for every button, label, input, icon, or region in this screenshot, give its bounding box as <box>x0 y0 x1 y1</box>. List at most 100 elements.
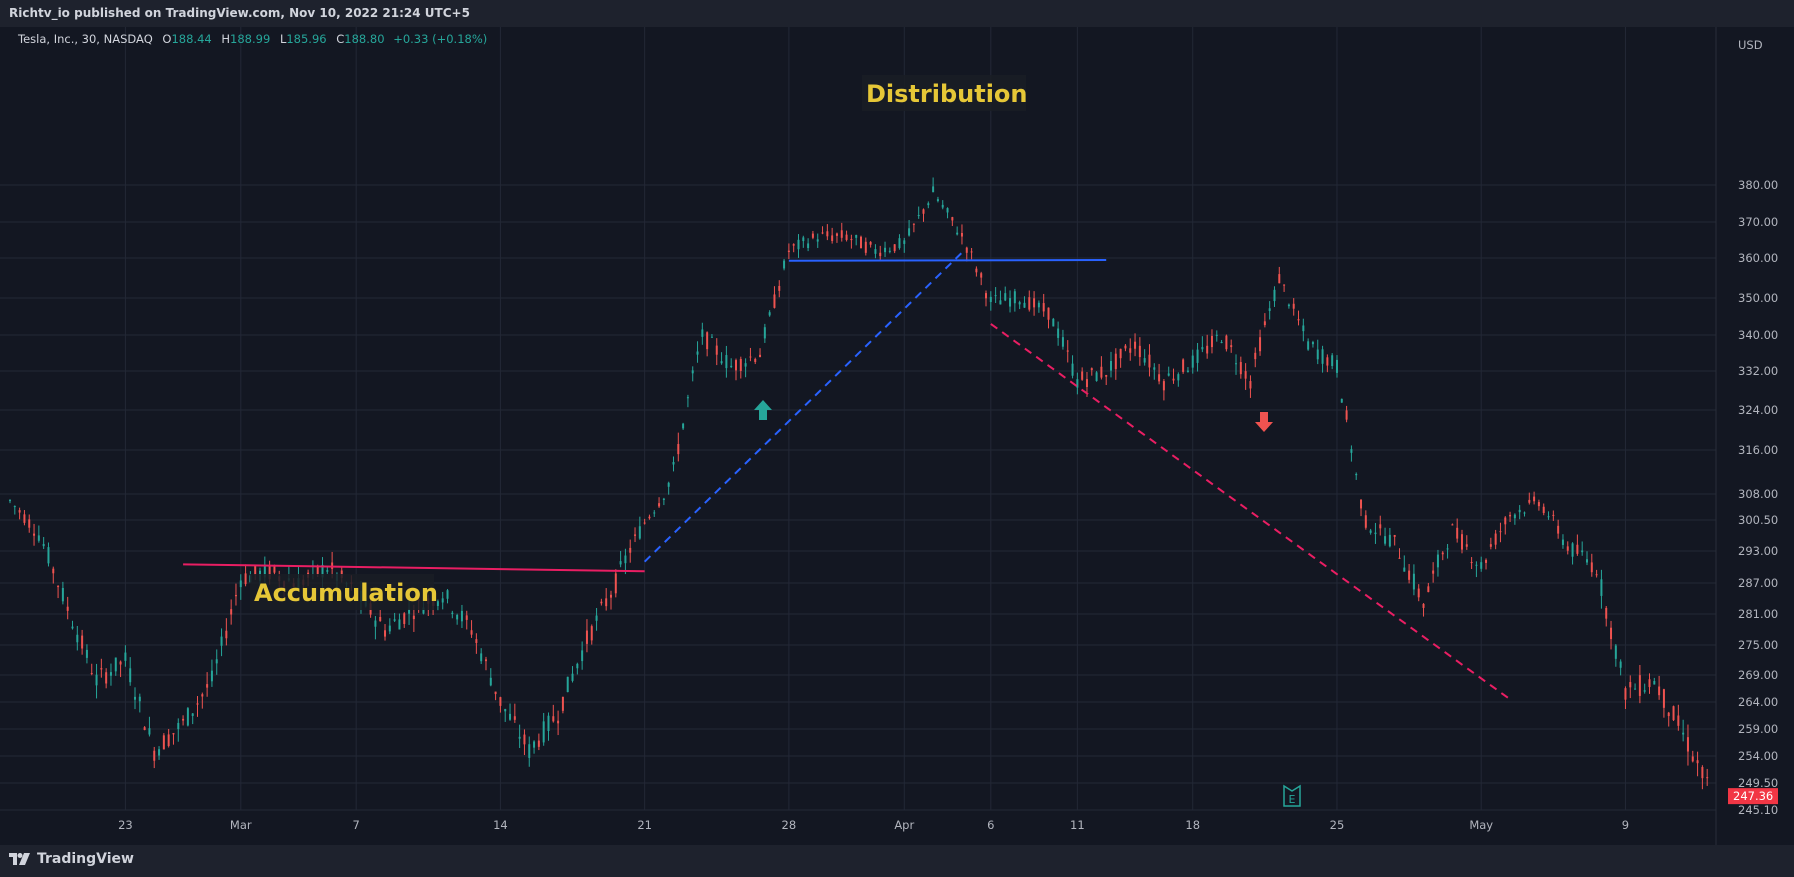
candle-up <box>1335 355 1338 378</box>
candle-down <box>869 241 872 248</box>
y-tick-label: 316.00 <box>1738 443 1778 457</box>
candle-down <box>1278 266 1281 284</box>
candle-down <box>1254 347 1257 368</box>
candle-up <box>393 612 396 623</box>
close-key: C <box>336 32 345 46</box>
candle-down <box>1470 557 1473 570</box>
tradingview-brand[interactable]: TradingView <box>9 851 134 867</box>
candle-down <box>1576 534 1579 556</box>
x-tick-label: 14 <box>493 818 508 832</box>
candle-down <box>677 432 680 462</box>
candle-down <box>1230 339 1233 353</box>
candle-up <box>1518 505 1521 520</box>
candle-down <box>1292 298 1295 316</box>
drawing-layer[interactable] <box>183 251 1511 701</box>
y-tick-label: 340.00 <box>1738 328 1778 342</box>
x-tick-label: Apr <box>894 818 914 832</box>
distribution-label[interactable]: Distribution <box>862 75 1028 111</box>
candle-up <box>595 608 598 631</box>
candle-up <box>672 456 675 472</box>
candle-up <box>441 591 444 610</box>
candle-up <box>134 687 137 710</box>
earnings-marker-icon[interactable]: E <box>1283 784 1301 807</box>
candle-down <box>384 624 387 641</box>
candle-down <box>90 663 93 676</box>
candle-up <box>85 644 88 664</box>
candle-down <box>1590 553 1593 577</box>
candle-up <box>638 516 641 540</box>
accumulation-label[interactable]: Accumulation <box>250 574 438 610</box>
candle-down <box>167 728 170 748</box>
candle-up <box>1196 342 1199 372</box>
candle-down <box>537 733 540 751</box>
candle-up <box>95 663 98 699</box>
candle-up <box>509 703 512 721</box>
candle-down <box>754 357 757 365</box>
candle-down <box>629 539 632 563</box>
candle-down <box>845 230 848 242</box>
candle-up <box>1614 644 1617 667</box>
candle-down <box>1345 405 1348 423</box>
candle-up <box>1475 561 1478 578</box>
annotation-layer[interactable]: Accumulation Distribution E <box>250 75 1301 807</box>
low-value: 185.96 <box>286 32 327 46</box>
candle-down <box>523 729 526 756</box>
candle-down <box>225 618 228 646</box>
candle-down <box>105 668 108 689</box>
candle-up <box>1110 351 1113 378</box>
candle-down <box>975 266 978 277</box>
candle-down <box>821 226 824 235</box>
candle-up <box>1186 367 1189 373</box>
candle-down <box>162 733 165 750</box>
candle-down <box>1129 338 1132 361</box>
y-tick-label: 245.10 <box>1738 803 1778 817</box>
candle-down <box>1225 334 1228 352</box>
candle-down <box>1326 354 1329 373</box>
candle-up <box>1634 683 1637 690</box>
candle-up <box>1057 321 1060 346</box>
candle-up <box>1340 398 1343 403</box>
candle-up <box>667 481 670 495</box>
x-tick-label: 18 <box>1185 818 1200 832</box>
candle-up <box>109 663 112 686</box>
candle-down <box>1393 534 1396 546</box>
x-tick-label: 28 <box>782 818 797 832</box>
rise-trendline[interactable] <box>643 251 963 563</box>
candle-up <box>1331 353 1334 370</box>
price-chart[interactable]: Accumulation Distribution E USD 380.00 370.0… <box>0 27 1794 845</box>
candle-up <box>1235 354 1238 375</box>
candle-up <box>71 620 74 630</box>
candle-up <box>653 510 656 517</box>
candle-up <box>533 740 536 754</box>
time-axis[interactable]: 23 Mar 7 14 21 28 Apr 6 11 18 25 May 9 <box>118 818 1629 832</box>
chart-background <box>0 27 1794 845</box>
candle-down <box>850 234 853 249</box>
candle-up <box>1191 349 1194 374</box>
candle-down <box>835 232 838 243</box>
candle-up <box>763 323 766 343</box>
candle-up <box>1302 318 1305 342</box>
candle-down <box>1360 499 1363 517</box>
candle-down <box>1533 491 1536 505</box>
accumulation-line[interactable] <box>183 563 645 573</box>
candle-up <box>807 238 810 252</box>
candle-up <box>1619 659 1622 676</box>
candle-up <box>13 505 16 515</box>
candle-down <box>734 358 737 381</box>
candle-down <box>1100 356 1103 380</box>
price-axis[interactable]: USD 380.00 370.00 360.00 350.00 340.00 332.00 3… <box>1715 27 1778 845</box>
candle-down <box>643 518 646 525</box>
candle-up <box>1220 339 1223 344</box>
y-tick-label: 275.00 <box>1738 638 1778 652</box>
distribution-line[interactable] <box>788 259 1107 262</box>
candle-up <box>1571 542 1574 565</box>
fall-trendline[interactable] <box>990 323 1511 701</box>
candle-up <box>547 712 550 741</box>
candle-up <box>744 358 747 378</box>
candle-up <box>1436 549 1439 577</box>
candle-up <box>9 499 11 504</box>
candle-up <box>1311 340 1314 348</box>
candle-down <box>600 598 603 606</box>
candle-up <box>994 287 997 303</box>
candle-down <box>196 696 199 717</box>
